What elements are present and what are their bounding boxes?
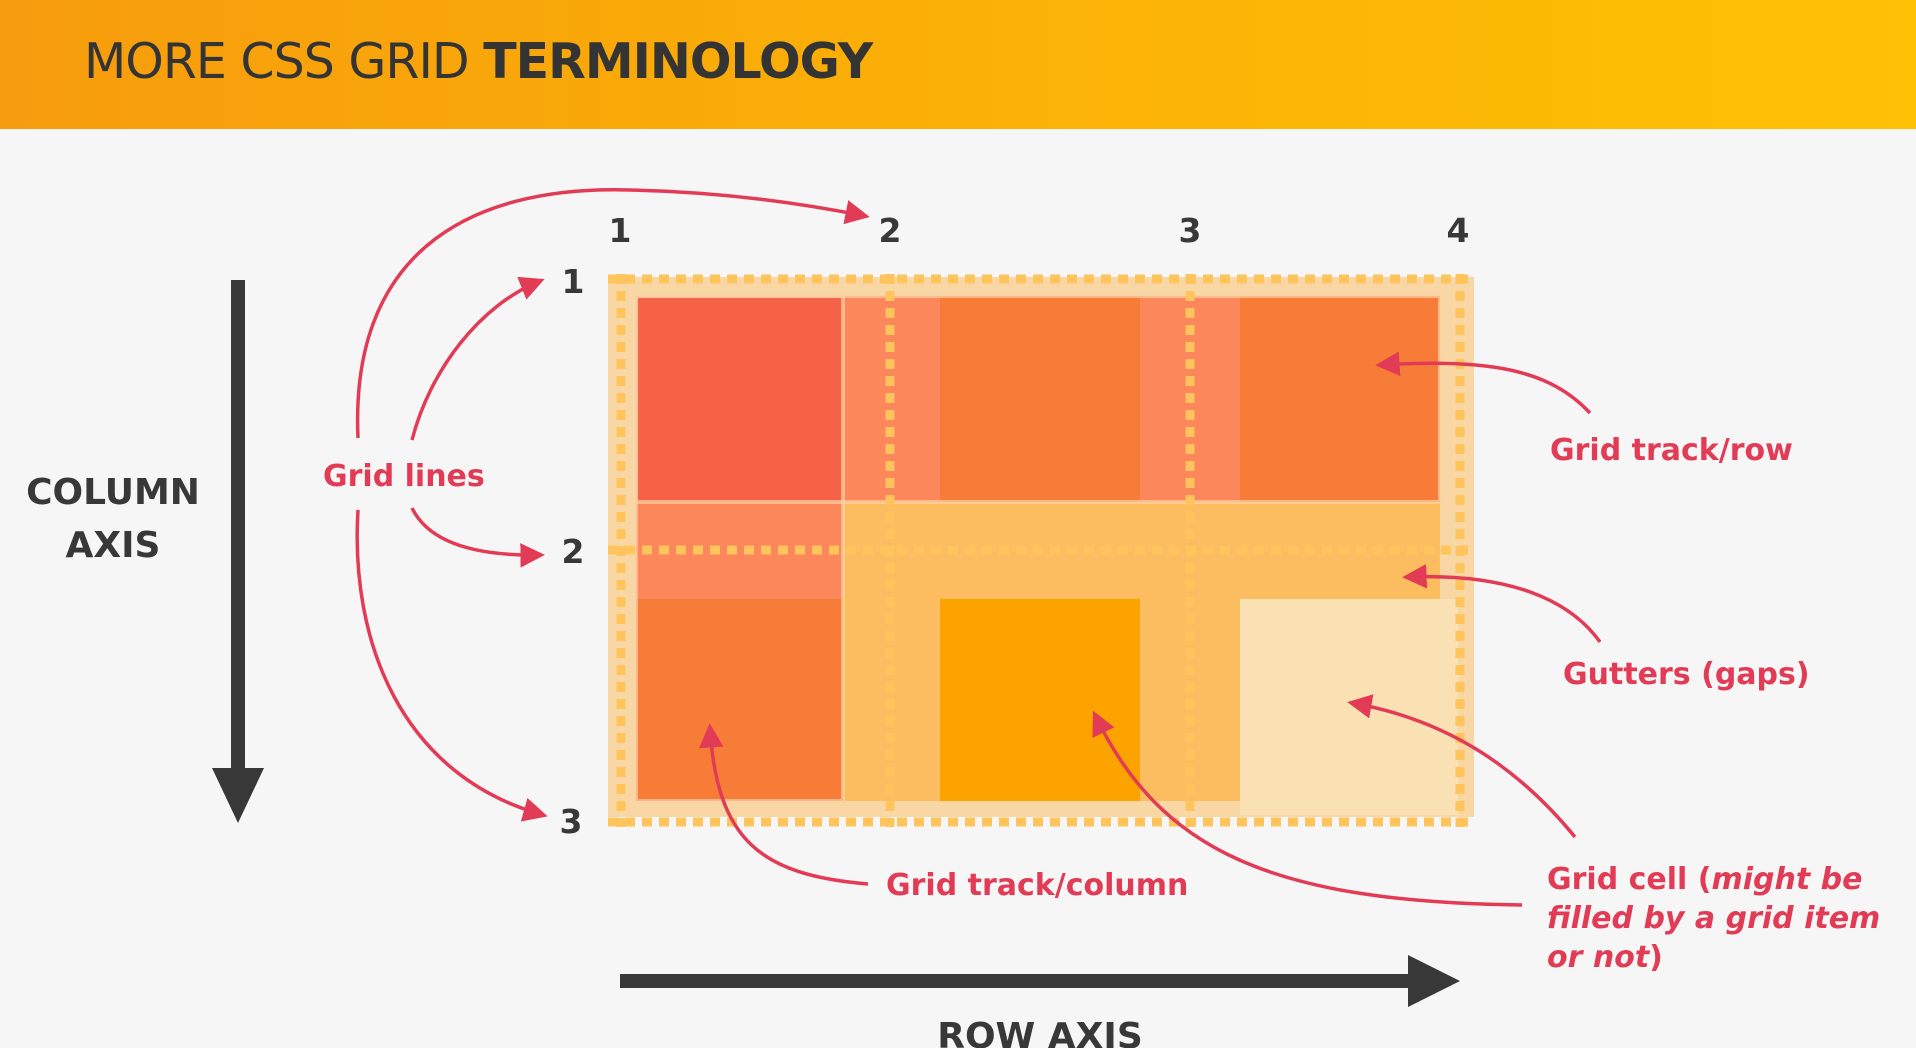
arrow-grid-lines-to-row2 bbox=[410, 507, 545, 568]
grid-cell-1-3 bbox=[1240, 296, 1440, 502]
header-bar: MORE CSS GRID TERMINOLOGY bbox=[0, 0, 1916, 129]
gutters-label: Gutters (gaps) bbox=[1563, 657, 1810, 692]
row-axis-label: ROW AXIS bbox=[937, 1016, 1143, 1048]
row-axis-arrowhead bbox=[1408, 955, 1460, 1007]
arrow-grid-cell-item bbox=[1092, 710, 1523, 907]
grid-track-column-label: Grid track/column bbox=[886, 868, 1188, 903]
arrow-gutters bbox=[1402, 564, 1602, 644]
grid-cell-1-2 bbox=[940, 296, 1140, 502]
column-line-number-1: 1 bbox=[609, 211, 632, 250]
row-line-number-1: 1 bbox=[562, 262, 585, 301]
arrow-grid-track-column bbox=[699, 723, 869, 886]
annotation-arrows bbox=[355, 188, 1602, 907]
dashed-grid-lines bbox=[608, 274, 1474, 827]
col1-gap bbox=[636, 502, 843, 599]
title-bold: TERMINOLOGY bbox=[483, 33, 873, 90]
grid-cell-label-plain-1: Grid cell ( bbox=[1547, 862, 1711, 897]
grid-cell-1-1 bbox=[636, 296, 843, 502]
column-axis-arrowhead bbox=[212, 768, 264, 823]
grid-track-row-label: Grid track/row bbox=[1550, 433, 1793, 468]
page-title: MORE CSS GRID TERMINOLOGY bbox=[84, 33, 873, 90]
column-track-outline bbox=[634, 294, 845, 803]
grid-cell-2-2 bbox=[940, 599, 1140, 801]
grid-diagram: COLUMN AXIS ROW AXIS 1 2 3 4 1 2 3 Grid … bbox=[26, 188, 1880, 1048]
grid-cell-2-3 bbox=[1240, 599, 1458, 815]
arrow-grid-cell-empty bbox=[1347, 694, 1577, 839]
column-axis-label-line2: AXIS bbox=[66, 525, 161, 566]
grid-cell-label-line2: filled by a grid item bbox=[1547, 901, 1880, 936]
column-line-number-2: 2 bbox=[879, 211, 902, 250]
row-line-number-3: 3 bbox=[560, 802, 583, 841]
row-line-number-2: 2 bbox=[562, 532, 585, 571]
arrow-grid-track-row bbox=[1375, 351, 1592, 415]
grid-cell-label-line3: or not) bbox=[1547, 940, 1663, 975]
grid-cell-2-1 bbox=[636, 599, 843, 801]
column-line-number-4: 4 bbox=[1447, 211, 1470, 250]
grid-cell-label-italic-3: or not bbox=[1547, 940, 1651, 975]
grid-cell-label-line1: Grid cell (might be bbox=[1547, 862, 1862, 897]
grid-cell-label-italic-1: might be bbox=[1711, 862, 1862, 897]
column-axis-label-line1: COLUMN bbox=[26, 472, 200, 513]
grid-cell-label-plain-3: ) bbox=[1649, 940, 1663, 975]
grid-lines-label: Grid lines bbox=[323, 459, 485, 494]
arrow-grid-lines-to-col2 bbox=[355, 188, 870, 439]
column-line-number-3: 3 bbox=[1179, 211, 1202, 250]
arrow-grid-lines-to-row3 bbox=[355, 509, 548, 822]
title-regular: MORE CSS GRID bbox=[84, 33, 484, 90]
arrow-grid-lines-to-row1 bbox=[410, 276, 545, 441]
